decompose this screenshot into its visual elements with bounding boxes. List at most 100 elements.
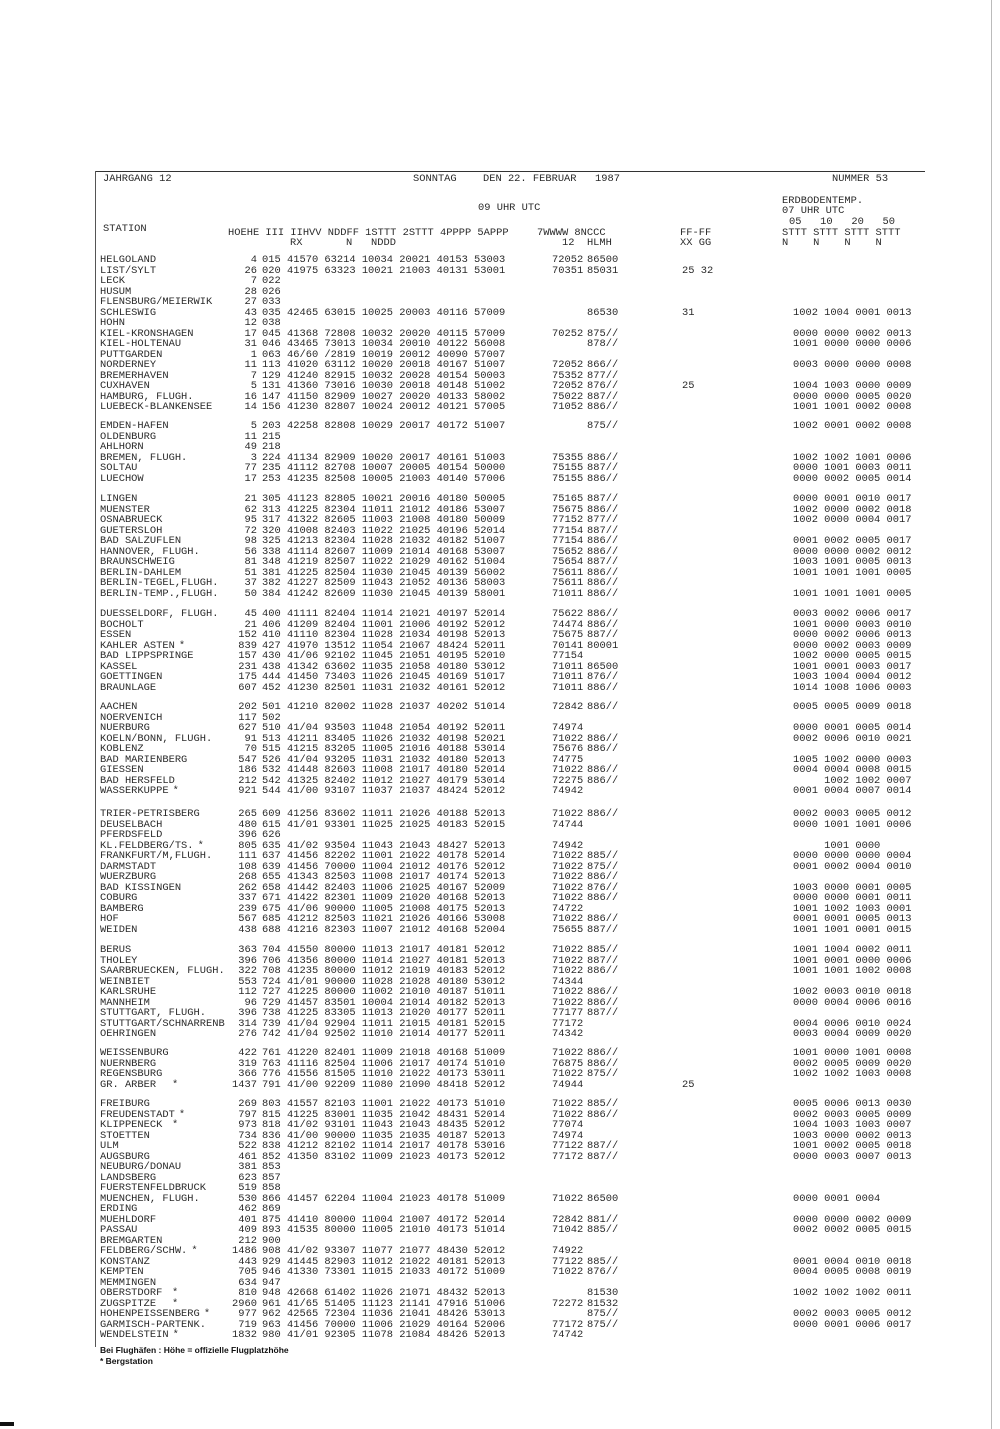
group-8nccc: 86500 [587, 1192, 619, 1205]
elevation: 396 [238, 1007, 257, 1019]
synop-groups: 41227 82509 11043 21052 40136 58003 [287, 577, 506, 589]
group-7wwww: 71022 [552, 1108, 584, 1121]
elevation: 37 [244, 577, 257, 589]
synop-groups: 41/06 90000 11005 21008 40175 52013 [287, 902, 506, 915]
group-8nccc: 876// [587, 881, 619, 894]
synop-groups: 41020 63112 10020 20018 40167 51007 [287, 359, 506, 371]
group-8nccc: 886// [587, 545, 619, 558]
soil-temps: 1003 1001 0005 0013 [793, 556, 912, 568]
station-name: WEIDEN [100, 923, 138, 936]
group-7wwww: 75611 [552, 566, 584, 579]
synop-groups: 41/04 93205 11031 21032 40180 52013 [287, 753, 506, 766]
group-8nccc: 86530 [587, 306, 619, 319]
station-index: 742 [262, 1028, 281, 1040]
station-index: 131 [262, 380, 281, 392]
group-8nccc: 885// [587, 944, 619, 956]
station-index: 948 [262, 1287, 281, 1299]
soil-temps: 0000 0001 0004 [793, 1192, 881, 1205]
soil-temps: 0000 0001 0010 0017 [793, 493, 912, 505]
col-station: STATION [103, 223, 147, 235]
group-7wwww: 77172 [552, 1318, 584, 1331]
station-name: HANNOVER, FLUGH. [100, 545, 200, 558]
elevation: 265 [238, 808, 257, 820]
elevation: 28 [244, 285, 257, 298]
station-name: AACHEN [100, 701, 138, 713]
station-index: 033 [262, 296, 281, 308]
station-index: 026 [262, 285, 281, 298]
station-index: 738 [262, 1007, 281, 1019]
mountain-marker: * [178, 639, 186, 652]
group-8nccc: 887// [587, 1007, 619, 1019]
elevation: 12 [244, 317, 257, 329]
group-8nccc: 875// [587, 1318, 619, 1331]
group-7wwww: 71011 [552, 587, 584, 600]
synop-groups: 41134 82909 10020 20017 40161 51003 [287, 451, 506, 464]
col-soil1: STTT STTT STTT STTT [782, 227, 901, 239]
station-name: KASSEL [100, 660, 138, 673]
group-7wwww: 74922 [552, 1245, 584, 1257]
group-8nccc: 886// [587, 996, 619, 1009]
group-8nccc: 886// [587, 732, 619, 745]
station-index: 929 [262, 1255, 281, 1268]
soil-temps: 1002 1002 1003 0008 [793, 1068, 912, 1080]
soil-temps: 0003 0004 0009 0020 [793, 1028, 912, 1040]
synop-groups: 41445 82903 11012 21022 40181 52013 [287, 1255, 506, 1268]
group-8nccc: 86500 [587, 660, 619, 673]
station-name: KOBLENZ [100, 743, 144, 755]
soil-temps: 1004 1003 0000 0009 [793, 380, 912, 392]
elevation: 112 [238, 986, 257, 998]
col-ff: FF-FF [680, 227, 712, 239]
soil-temps: 1002 1002 1001 0006 [793, 451, 912, 464]
group-8nccc: 81532 [587, 1297, 619, 1310]
elevation: 443 [238, 1255, 257, 1268]
station-name: LIST/SYLT [100, 264, 157, 277]
group-7wwww: 74744 [552, 818, 584, 831]
station-name: HOHENPEISSENBERG [100, 1308, 200, 1320]
station-index: 235 [262, 462, 281, 474]
elevation: 11 [244, 430, 257, 443]
soil-temps: 0003 0000 0000 0008 [793, 359, 912, 371]
synop-groups: 41442 82403 11006 21025 40167 52009 [287, 881, 506, 894]
station-name: PFERDSFELD [100, 829, 163, 841]
soil-temps: 0004 0006 0010 0024 [793, 1017, 912, 1030]
soil-temps: 0000 0001 0006 0017 [793, 1318, 912, 1331]
group-8nccc: 886// [587, 566, 619, 579]
col-line1: HOEHE III IIHVV NDDFF 1STTT 2STTT 4PPPP … [228, 227, 509, 239]
wind-gusts: 25 [682, 380, 695, 392]
synop-groups: 41211 83405 11026 21032 40198 52021 [287, 732, 506, 745]
elevation: 322 [238, 965, 257, 977]
synop-groups: 41457 62204 11004 21023 40178 51009 [287, 1192, 506, 1205]
elevation: 5 [250, 420, 257, 432]
group-7wwww: 71022 [552, 732, 584, 745]
group-7wwww: 71022 [552, 892, 584, 904]
elevation: 17 [244, 472, 257, 485]
col-wwww2: 12 HLMH [562, 237, 612, 249]
group-8nccc: 887// [587, 923, 619, 936]
synop-groups: 41557 82103 11001 21022 40173 51010 [287, 1098, 506, 1110]
station-name: FREUDENSTADT [100, 1108, 175, 1121]
station-name: SAARBRUECKEN, FLUGH. [100, 965, 225, 977]
group-8nccc: 875// [587, 1068, 619, 1080]
soil-temps: 0000 0000 0001 0011 [793, 892, 912, 904]
group-7wwww: 74775 [552, 753, 584, 766]
group-8nccc: 881// [587, 1213, 619, 1226]
elevation: 409 [238, 1224, 257, 1236]
elevation: 50 [244, 587, 257, 600]
elevation: 366 [238, 1068, 257, 1080]
elevation: 530 [238, 1192, 257, 1205]
station-index: 791 [262, 1078, 281, 1091]
elevation: 49 [244, 441, 257, 453]
synop-groups: 41330 73301 11015 21033 40172 51009 [287, 1266, 506, 1278]
group-7wwww: 77154 [552, 524, 584, 537]
station-name: FUERSTENFELDBRUCK [100, 1182, 207, 1194]
group-7wwww: 71022 [552, 954, 584, 967]
station-index: 869 [262, 1203, 281, 1215]
station-index: 430 [262, 650, 281, 662]
elevation: 1 [250, 348, 257, 361]
station-name: BREMERHAVEN [100, 369, 169, 382]
synop-groups: 41/00 92209 11080 21090 48418 52012 [287, 1078, 506, 1091]
synop-groups: 41111 82404 11014 21021 40197 52014 [287, 608, 506, 620]
elevation: 805 [238, 839, 257, 852]
elevation: 607 [238, 681, 257, 694]
col-wwww: 7WWWW 8NCCC [537, 227, 606, 239]
